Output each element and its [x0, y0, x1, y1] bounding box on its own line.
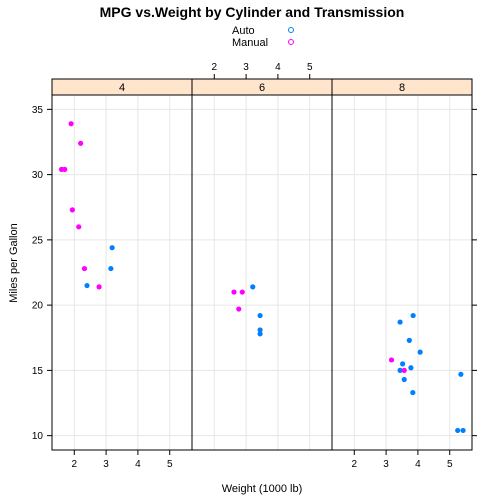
panel-8: 8: [331, 78, 473, 451]
point-manual: [388, 357, 395, 363]
point-manual: [78, 140, 84, 146]
point-auto: [401, 376, 407, 383]
legend-marker-manual: [288, 39, 294, 45]
point-auto: [257, 312, 263, 319]
x-tick-label: 3: [103, 459, 109, 470]
point-auto: [397, 319, 403, 325]
x-tick-label: 4: [135, 459, 141, 470]
strip-label-8: 8: [399, 82, 405, 94]
legend-marker-auto: [288, 27, 294, 33]
point-auto: [257, 331, 263, 337]
point-auto: [458, 371, 464, 377]
panel-border-4: [51, 94, 193, 451]
x-tick-label: 2: [351, 459, 357, 470]
legend-label-auto: Auto: [232, 25, 255, 37]
point-auto: [250, 284, 256, 290]
x-tick-label: 2: [71, 459, 77, 470]
x-tick-label: 5: [167, 459, 173, 470]
strip-label-6: 6: [259, 82, 265, 94]
x-tick-label: 4: [415, 459, 421, 470]
point-auto: [410, 312, 416, 319]
panels: 4 6 8: [51, 78, 473, 451]
point-manual: [239, 289, 245, 295]
panel-4: 4: [51, 78, 193, 451]
point-manual: [62, 166, 68, 172]
y-tick-label: 25: [32, 235, 44, 246]
point-auto: [408, 365, 414, 371]
point-auto: [460, 427, 466, 434]
point-manual: [81, 265, 88, 272]
panel-border-8: [331, 94, 473, 451]
x-tick-label: 5: [307, 62, 313, 73]
point-auto: [257, 327, 263, 333]
strip-label-4: 4: [119, 82, 125, 94]
chart-title: MPG vs.Weight by Cylinder and Transmissi…: [100, 4, 405, 20]
point-auto: [400, 361, 406, 367]
point-auto: [410, 389, 416, 396]
point-auto: [84, 282, 90, 289]
point-auto: [406, 337, 412, 343]
point-auto: [109, 245, 115, 251]
x-tick-label: 5: [447, 459, 453, 470]
point-manual: [96, 284, 102, 290]
x-axis-label: Weight (1000 lb): [222, 483, 303, 495]
y-tick-label: 35: [32, 105, 44, 116]
panel-6: 6: [191, 78, 333, 451]
point-auto: [455, 427, 461, 434]
point-manual: [231, 289, 237, 295]
point-manual: [69, 207, 75, 213]
point-manual: [236, 306, 242, 312]
point-auto: [108, 265, 114, 272]
x-tick-label: 4: [275, 62, 281, 73]
point-manual: [76, 224, 82, 230]
y-axis-label: Miles per Gallon: [8, 223, 20, 302]
y-tick-label: 15: [32, 366, 44, 377]
y-tick-label: 10: [32, 431, 44, 442]
plot-frame: [51, 78, 473, 451]
point-auto: [397, 367, 403, 373]
point-manual: [68, 121, 74, 127]
point-manual: [401, 367, 407, 373]
x-tick-label: 3: [243, 62, 249, 73]
x-tick-label: 3: [383, 459, 389, 470]
legend-label-manual: Manual: [232, 37, 268, 49]
point-auto: [417, 349, 423, 355]
y-tick-label: 30: [32, 170, 44, 181]
axes: 2 3 4 5 2 3 4 5 2 3 4 5 10 15 20 25 30 35: [32, 62, 477, 470]
panel-border-6: [191, 94, 333, 451]
x-tick-label: 2: [211, 62, 217, 73]
y-tick-label: 20: [32, 301, 44, 312]
